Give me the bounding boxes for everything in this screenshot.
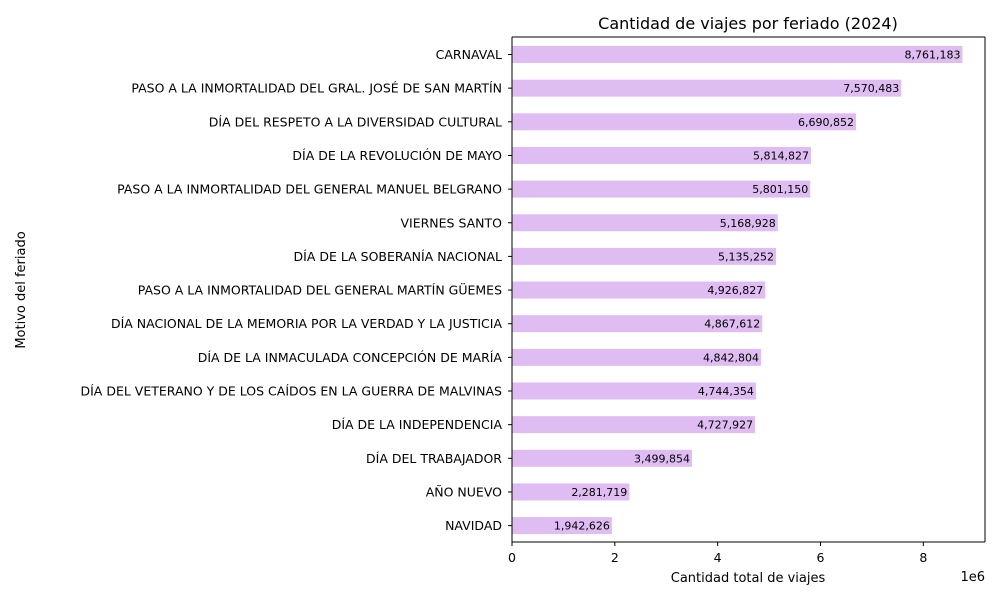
bar-value-label: 8,761,183 — [904, 49, 960, 62]
bar-value-label: 1,942,626 — [554, 520, 610, 533]
x-tick-label: 2 — [611, 550, 619, 565]
bar — [512, 180, 811, 198]
bar-value-label: 4,727,927 — [697, 419, 753, 432]
value-labels-group: 8,761,183 7,570,483 6,690,852 5,814,827 5,80… — [554, 49, 961, 533]
x-axis-ticks: 0 2 4 6 8 — [508, 542, 927, 565]
bar — [512, 281, 766, 299]
bar-value-label: 6,690,852 — [798, 116, 854, 129]
bar-value-label: 5,168,928 — [720, 217, 776, 230]
y-tick-label: VIERNES SANTO — [400, 215, 502, 230]
y-tick-label: DÍA DE LA SOBERANÍA NACIONAL — [294, 249, 502, 264]
y-tick-label: DÍA DE LA INDEPENDENCIA — [332, 417, 503, 432]
bar — [512, 348, 761, 366]
chart-title: Cantidad de viajes por feriado (2024) — [598, 14, 898, 33]
y-tick-label: DÍA DEL RESPETO A LA DIVERSIDAD CULTURAL — [209, 114, 502, 129]
y-tick-label: PASO A LA INMORTALIDAD DEL GENERAL MARTÍ… — [138, 282, 502, 298]
x-axis-label: Cantidad total de viajes — [671, 571, 826, 586]
bar — [512, 416, 756, 434]
x-tick-label: 6 — [817, 550, 825, 565]
bars-group — [512, 46, 963, 535]
y-axis-label: Motivo del feriado — [14, 231, 29, 348]
y-tick-label: NAVIDAD — [445, 518, 502, 533]
bar-value-label: 5,801,150 — [752, 183, 808, 196]
y-tick-label: AÑO NUEVO — [426, 484, 502, 499]
y-tick-label: DÍA NACIONAL DE LA MEMORIA POR LA VERDAD… — [111, 316, 502, 331]
bar — [512, 247, 777, 265]
bar — [512, 382, 756, 400]
y-tick-label: CARNAVAL — [436, 47, 502, 62]
axes-spines — [511, 36, 986, 543]
bar — [512, 146, 811, 164]
y-tick-label: DÍA DEL TRABAJADOR — [366, 451, 502, 466]
x-axis-offset-label: 1e6 — [960, 570, 985, 585]
bar — [512, 517, 612, 535]
bar-value-label: 5,814,827 — [753, 149, 809, 162]
bar-value-label: 4,926,827 — [707, 284, 763, 297]
y-tick-label: PASO A LA INMORTALIDAD DEL GRAL. JOSÉ DE… — [131, 81, 502, 96]
bar-value-label: 4,744,354 — [698, 385, 754, 398]
x-tick-label: 4 — [714, 550, 722, 565]
y-axis-ticks: CARNAVAL PASO A LA INMORTALIDAD DEL GRAL.… — [81, 47, 512, 533]
bar — [512, 483, 630, 501]
bar-value-label: 4,867,612 — [704, 318, 760, 331]
bar — [512, 449, 692, 467]
bar — [512, 46, 963, 63]
y-tick-label: DÍA DEL VETERANO Y DE LOS CAÍDOS EN LA G… — [81, 384, 503, 399]
bar-value-label: 4,842,804 — [703, 351, 759, 364]
y-tick-label: PASO A LA INMORTALIDAD DEL GENERAL MANUE… — [117, 182, 502, 197]
bar — [512, 315, 763, 333]
x-tick-label: 8 — [919, 550, 927, 565]
y-tick-label: DÍA DE LA INMACULADA CONCEPCIÓN DE MARÍA — [198, 350, 503, 365]
y-tick-label: DÍA DE LA REVOLUCIÓN DE MAYO — [292, 148, 502, 163]
bar-value-label: 5,135,252 — [718, 250, 774, 263]
bar — [512, 79, 902, 97]
x-tick-label: 0 — [508, 550, 516, 565]
bar-value-label: 7,570,483 — [843, 82, 899, 95]
bar — [512, 113, 856, 131]
bar-value-label: 3,499,854 — [634, 452, 690, 465]
bar-value-label: 2,281,719 — [571, 486, 627, 499]
bar — [512, 214, 778, 232]
